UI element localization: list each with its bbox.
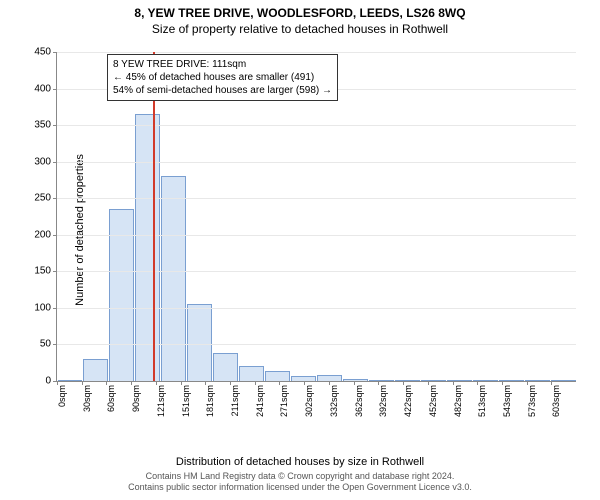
y-tick-mark (53, 125, 57, 126)
histogram-bar (265, 371, 290, 381)
page-title: 8, YEW TREE DRIVE, WOODLESFORD, LEEDS, L… (0, 0, 600, 20)
histogram-bar (83, 359, 108, 381)
histogram-bar (187, 304, 212, 381)
grid-line (57, 125, 576, 126)
x-tick: 513sqm (477, 381, 502, 421)
grid-line (57, 162, 576, 163)
y-tick-mark (53, 198, 57, 199)
x-tick: 121sqm (156, 381, 181, 421)
plot-area: 8 YEW TREE DRIVE: 111sqm ← 45% of detach… (56, 52, 576, 382)
x-tick: 90sqm (131, 381, 156, 421)
x-tick: 0sqm (57, 381, 82, 421)
footer-line1: Contains HM Land Registry data © Crown c… (0, 471, 600, 483)
histogram-bar (213, 353, 238, 381)
x-axis-label: Distribution of detached houses by size … (0, 456, 600, 468)
y-tick-mark (53, 344, 57, 345)
y-tick-mark (53, 89, 57, 90)
x-tick: 452sqm (428, 381, 453, 421)
y-tick-mark (53, 52, 57, 53)
x-tick: 241sqm (255, 381, 280, 421)
x-tick-label: 573sqm (527, 385, 537, 417)
grid-line (57, 308, 576, 309)
x-tick: 332sqm (329, 381, 354, 421)
x-tick-label: 0sqm (57, 385, 67, 407)
x-tick: 181sqm (205, 381, 230, 421)
bars-container (57, 52, 576, 381)
y-tick-mark (53, 235, 57, 236)
x-tick-label: 603sqm (551, 385, 561, 417)
x-tick: 573sqm (527, 381, 552, 421)
x-tick-label: 362sqm (354, 385, 364, 417)
x-tick-label: 211sqm (230, 385, 240, 416)
x-tick-label: 543sqm (502, 385, 512, 417)
x-tick-label: 482sqm (453, 385, 463, 417)
x-ticks-container: 0sqm 30sqm 60sqm 90sqm 121sqm 151sqm 181sqm 211… (57, 381, 576, 421)
x-tick-label: 452sqm (428, 385, 438, 417)
x-tick: 543sqm (502, 381, 527, 421)
x-tick-label: 302sqm (304, 385, 314, 417)
histogram-chart: Number of detached properties 8 YEW TREE… (0, 40, 600, 420)
x-tick: 271sqm (279, 381, 304, 421)
page-subtitle: Size of property relative to detached ho… (0, 20, 600, 40)
annotation-line3: 54% of semi-detached houses are larger (… (113, 84, 332, 97)
grid-line (57, 344, 576, 345)
x-tick-label: 60sqm (106, 385, 116, 412)
x-tick: 482sqm (453, 381, 478, 421)
footer: Contains HM Land Registry data © Crown c… (0, 471, 600, 494)
y-tick-mark (53, 308, 57, 309)
footer-line2: Contains public sector information licen… (0, 482, 600, 494)
x-tick: 362sqm (354, 381, 379, 421)
histogram-bar (161, 176, 186, 381)
annotation-line1: 8 YEW TREE DRIVE: 111sqm (113, 58, 332, 71)
grid-line (57, 235, 576, 236)
histogram-bar (239, 366, 264, 381)
x-tick-label: 422sqm (403, 385, 413, 417)
x-tick: 211sqm (230, 381, 255, 421)
x-tick: 302sqm (304, 381, 329, 421)
grid-line (57, 52, 576, 53)
grid-line (57, 198, 576, 199)
histogram-bar (135, 114, 160, 381)
y-tick-mark (53, 381, 57, 382)
x-tick-label: 121sqm (156, 385, 166, 417)
annotation-line2: ← 45% of detached houses are smaller (49… (113, 71, 332, 84)
x-tick-label: 90sqm (131, 385, 141, 412)
annotation-box: 8 YEW TREE DRIVE: 111sqm ← 45% of detach… (107, 54, 338, 101)
x-tick-label: 332sqm (329, 385, 339, 417)
x-tick-label: 30sqm (82, 385, 92, 412)
x-tick-label: 513sqm (477, 385, 487, 417)
x-tick-label: 241sqm (255, 385, 265, 417)
y-tick-mark (53, 271, 57, 272)
x-tick: 60sqm (106, 381, 131, 421)
y-tick-mark (53, 162, 57, 163)
x-tick-label: 392sqm (378, 385, 388, 417)
x-tick-label: 271sqm (279, 385, 289, 417)
x-tick-label: 151sqm (181, 385, 191, 417)
x-tick: 30sqm (82, 381, 107, 421)
x-tick-label: 181sqm (205, 385, 215, 417)
grid-line (57, 271, 576, 272)
x-tick: 603sqm (551, 381, 576, 421)
x-tick: 151sqm (181, 381, 206, 421)
marker-line (153, 52, 155, 381)
x-tick: 422sqm (403, 381, 428, 421)
x-tick: 392sqm (378, 381, 403, 421)
